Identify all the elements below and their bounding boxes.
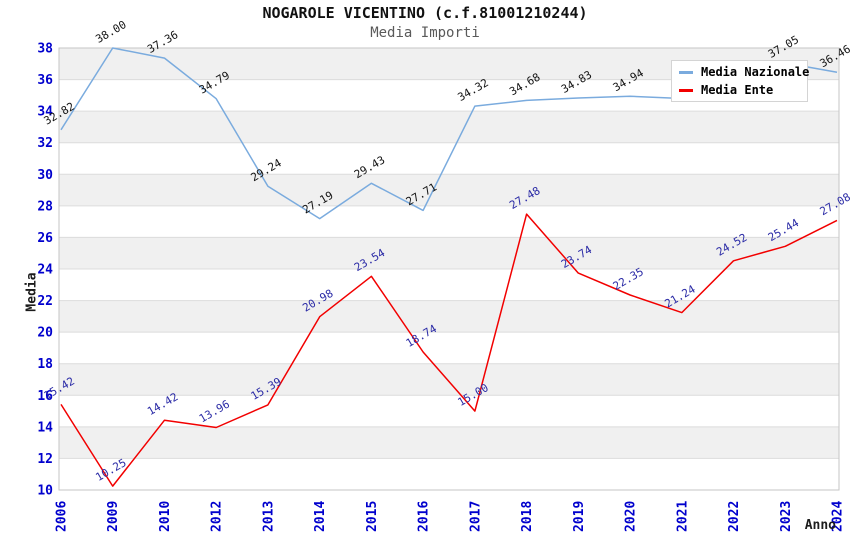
y-tick-label: 28 xyxy=(37,199,53,214)
y-tick-label: 12 xyxy=(37,452,53,467)
x-tick-label: 2006 xyxy=(55,501,70,532)
x-tick-label: 2023 xyxy=(779,501,794,532)
grid-band xyxy=(59,174,839,206)
y-tick-label: 14 xyxy=(37,420,53,435)
chart-subtitle: Media Importi xyxy=(370,25,480,41)
x-tick-label: 2024 xyxy=(831,501,846,532)
grid-band xyxy=(59,237,839,269)
y-tick-label: 26 xyxy=(37,231,53,246)
grid-band xyxy=(59,363,839,396)
grid-band xyxy=(59,300,839,333)
x-tick-label: 2022 xyxy=(727,501,742,532)
y-tick-label: 36 xyxy=(37,73,53,88)
y-tick-label: 38 xyxy=(37,42,53,57)
x-tick-label: 2013 xyxy=(261,501,276,532)
y-tick-label: 18 xyxy=(37,357,53,372)
x-tick-label: 2019 xyxy=(572,501,587,532)
legend-label: Media Ente xyxy=(701,83,774,97)
x-tick-label: 2016 xyxy=(417,501,432,532)
chart-title: NOGAROLE VICENTINO (c.f.81001210244) xyxy=(262,4,588,22)
x-tick-label: 2010 xyxy=(158,501,173,532)
x-tick-label: 2018 xyxy=(520,501,535,532)
y-tick-label: 16 xyxy=(37,389,53,404)
grid-band xyxy=(59,205,839,238)
legend-label: Media Nazionale xyxy=(701,65,810,79)
plot-border xyxy=(58,47,840,491)
media-ente-line xyxy=(60,213,838,487)
x-tick-label: 2009 xyxy=(106,501,121,532)
legend-item-media-ente: Media Ente xyxy=(672,83,807,97)
y-tick-label: 22 xyxy=(37,294,53,309)
grid-band xyxy=(59,111,839,143)
y-tick-label: 20 xyxy=(37,326,53,341)
grid-band xyxy=(59,269,839,301)
y-tick-label: 10 xyxy=(37,484,53,499)
y-tick-label: 34 xyxy=(37,105,53,120)
legend: Media Nazionale Media Ente xyxy=(671,60,810,102)
x-tick-label: 2014 xyxy=(313,501,328,532)
grid-band xyxy=(59,332,839,364)
x-tick-label: 2012 xyxy=(210,501,225,532)
media-nazionale-swatch-icon xyxy=(679,70,693,74)
x-tick-label: 2020 xyxy=(624,501,639,532)
x-tick-label: 2021 xyxy=(675,501,690,532)
y-tick-label: 24 xyxy=(37,263,53,278)
x-tick-label: 2017 xyxy=(468,501,483,532)
x-axis-title: Anno xyxy=(804,518,836,533)
grid-band xyxy=(59,426,839,459)
y-tick-label: 32 xyxy=(37,136,53,151)
y-axis-title: Media xyxy=(24,272,40,312)
grid-band xyxy=(59,395,839,427)
media-ente-swatch-icon xyxy=(679,88,693,92)
legend-item-media-nazionale: Media Nazionale xyxy=(672,65,810,79)
data-label: 38.00 xyxy=(93,18,128,46)
grid-band xyxy=(59,458,839,490)
x-tick-label: 2015 xyxy=(365,501,380,532)
y-tick-label: 30 xyxy=(37,168,53,183)
